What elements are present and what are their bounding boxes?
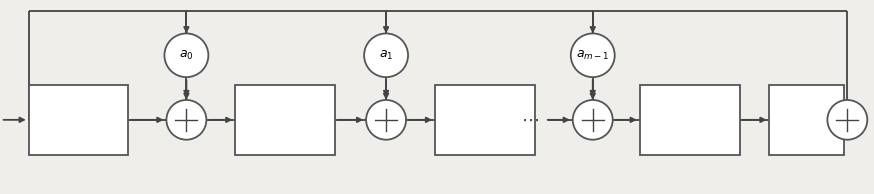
Circle shape: [366, 100, 406, 140]
Text: $a_{m-1}$: $a_{m-1}$: [576, 49, 609, 62]
Text: $a_1$: $a_1$: [379, 49, 393, 62]
Bar: [29, 85, 128, 155]
Text: $a_0$: $a_0$: [179, 49, 194, 62]
Text: $\cdots$: $\cdots$: [521, 111, 539, 129]
Circle shape: [364, 33, 408, 77]
Bar: [769, 85, 844, 155]
Bar: [235, 85, 335, 155]
Circle shape: [572, 100, 613, 140]
Circle shape: [828, 100, 867, 140]
Circle shape: [571, 33, 614, 77]
Bar: [640, 85, 739, 155]
Circle shape: [166, 100, 206, 140]
Bar: [435, 85, 535, 155]
Circle shape: [164, 33, 208, 77]
